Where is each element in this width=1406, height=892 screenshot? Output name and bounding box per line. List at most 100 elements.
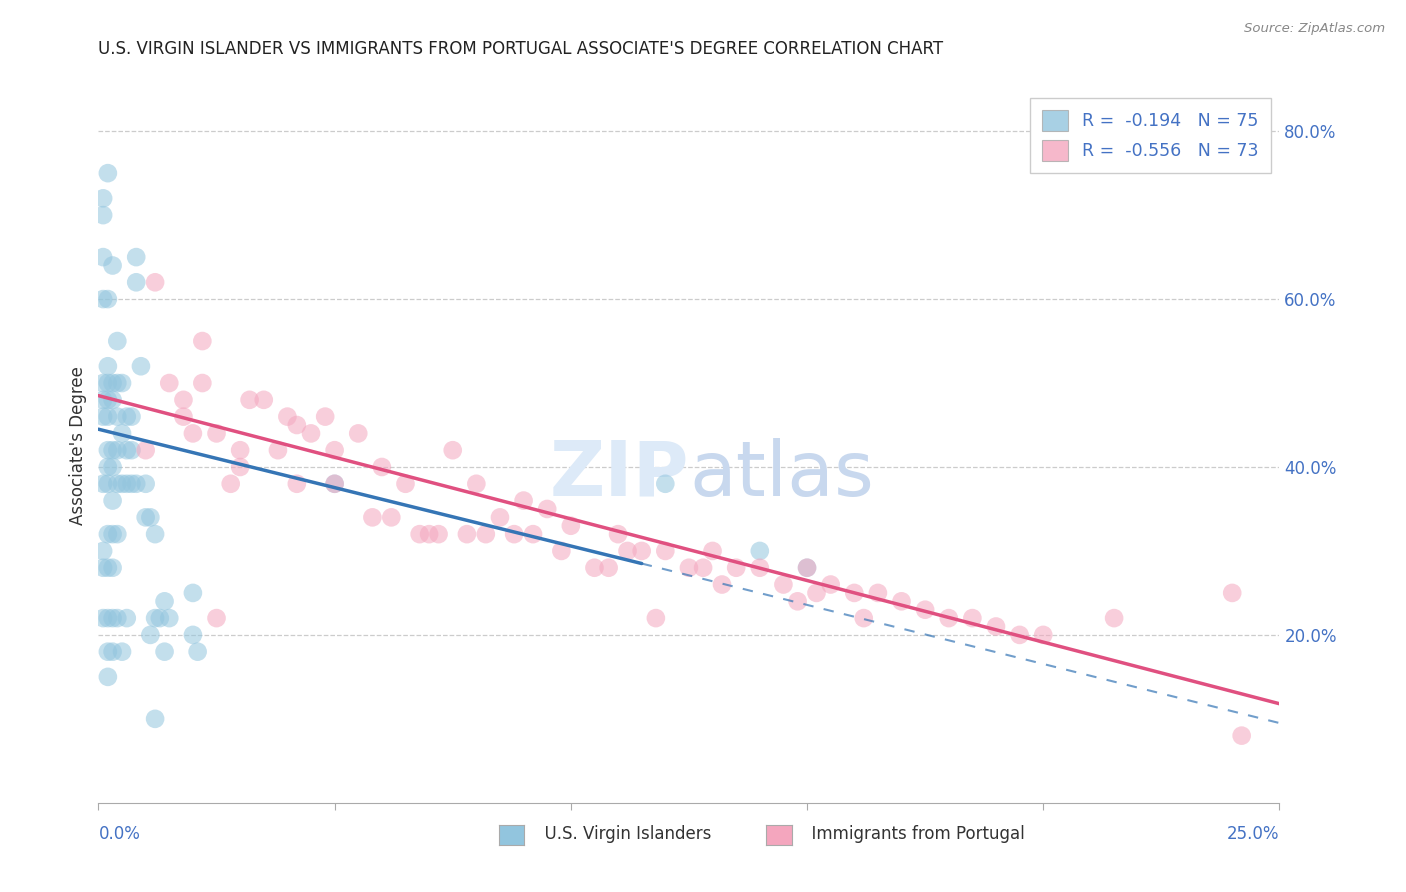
- Point: [91, 544, 114, 558]
- Point: [984, 619, 1007, 633]
- Point: [205, 426, 228, 441]
- Point: [115, 443, 138, 458]
- Point: [644, 611, 666, 625]
- Point: [692, 560, 714, 574]
- Text: Source: ZipAtlas.com: Source: ZipAtlas.com: [1244, 22, 1385, 36]
- Point: [550, 544, 572, 558]
- Point: [299, 426, 322, 441]
- Point: [1032, 628, 1054, 642]
- Point: [139, 628, 162, 642]
- Point: [97, 460, 120, 475]
- Point: [456, 527, 478, 541]
- Text: ZIP: ZIP: [550, 438, 689, 511]
- Y-axis label: Associate's Degree: Associate's Degree: [69, 367, 87, 525]
- Point: [1008, 628, 1031, 642]
- Point: [135, 476, 157, 491]
- Point: [361, 510, 384, 524]
- Point: [852, 611, 875, 625]
- Point: [101, 460, 124, 475]
- Point: [347, 426, 370, 441]
- Legend: R =  -0.194   N = 75, R =  -0.556   N = 73: R = -0.194 N = 75, R = -0.556 N = 73: [1031, 98, 1271, 173]
- Point: [820, 577, 842, 591]
- Point: [101, 493, 124, 508]
- Point: [427, 527, 450, 541]
- Point: [125, 476, 148, 491]
- Point: [135, 510, 157, 524]
- Point: [91, 392, 114, 407]
- Point: [702, 544, 724, 558]
- Point: [786, 594, 808, 608]
- Point: [101, 376, 124, 390]
- Point: [143, 712, 166, 726]
- Point: [111, 476, 134, 491]
- Point: [187, 645, 209, 659]
- Point: [97, 645, 120, 659]
- Point: [105, 443, 128, 458]
- Point: [97, 527, 120, 541]
- Point: [91, 476, 114, 491]
- Point: [157, 611, 180, 625]
- Point: [465, 476, 488, 491]
- Point: [97, 476, 120, 491]
- Point: [101, 259, 124, 273]
- Point: [323, 443, 346, 458]
- Point: [285, 417, 308, 432]
- Point: [143, 527, 166, 541]
- Point: [121, 409, 143, 424]
- Point: [772, 577, 794, 591]
- Text: 0.0%: 0.0%: [98, 825, 141, 843]
- Point: [748, 560, 770, 574]
- Point: [394, 476, 416, 491]
- Text: atlas: atlas: [689, 438, 873, 511]
- Point: [157, 376, 180, 390]
- Point: [181, 628, 204, 642]
- Point: [181, 586, 204, 600]
- Point: [536, 502, 558, 516]
- Point: [503, 527, 526, 541]
- Point: [796, 560, 818, 574]
- Point: [101, 611, 124, 625]
- Point: [229, 460, 252, 475]
- Point: [253, 392, 276, 407]
- Point: [678, 560, 700, 574]
- Point: [1230, 729, 1253, 743]
- Point: [105, 376, 128, 390]
- Point: [748, 544, 770, 558]
- Point: [153, 594, 176, 608]
- Point: [844, 586, 866, 600]
- Text: 25.0%: 25.0%: [1227, 825, 1279, 843]
- Point: [598, 560, 620, 574]
- Point: [105, 527, 128, 541]
- Point: [323, 476, 346, 491]
- Point: [725, 560, 748, 574]
- Point: [111, 426, 134, 441]
- Point: [205, 611, 228, 625]
- Point: [91, 250, 114, 264]
- Point: [97, 392, 120, 407]
- Point: [239, 392, 262, 407]
- Point: [630, 544, 652, 558]
- Point: [914, 603, 936, 617]
- Point: [276, 409, 298, 424]
- Point: [654, 544, 676, 558]
- Point: [91, 376, 114, 390]
- Point: [418, 527, 440, 541]
- Point: [153, 645, 176, 659]
- Point: [149, 611, 172, 625]
- Point: [91, 292, 114, 306]
- Point: [938, 611, 960, 625]
- Point: [1102, 611, 1125, 625]
- Point: [125, 250, 148, 264]
- Point: [91, 560, 114, 574]
- Point: [105, 611, 128, 625]
- Point: [285, 476, 308, 491]
- Point: [796, 560, 818, 574]
- Point: [115, 476, 138, 491]
- Point: [962, 611, 984, 625]
- Text: U.S. VIRGIN ISLANDER VS IMMIGRANTS FROM PORTUGAL ASSOCIATE'S DEGREE CORRELATION : U.S. VIRGIN ISLANDER VS IMMIGRANTS FROM …: [98, 40, 943, 58]
- Point: [129, 359, 152, 374]
- Point: [371, 460, 394, 475]
- Point: [111, 376, 134, 390]
- Point: [323, 476, 346, 491]
- Point: [101, 645, 124, 659]
